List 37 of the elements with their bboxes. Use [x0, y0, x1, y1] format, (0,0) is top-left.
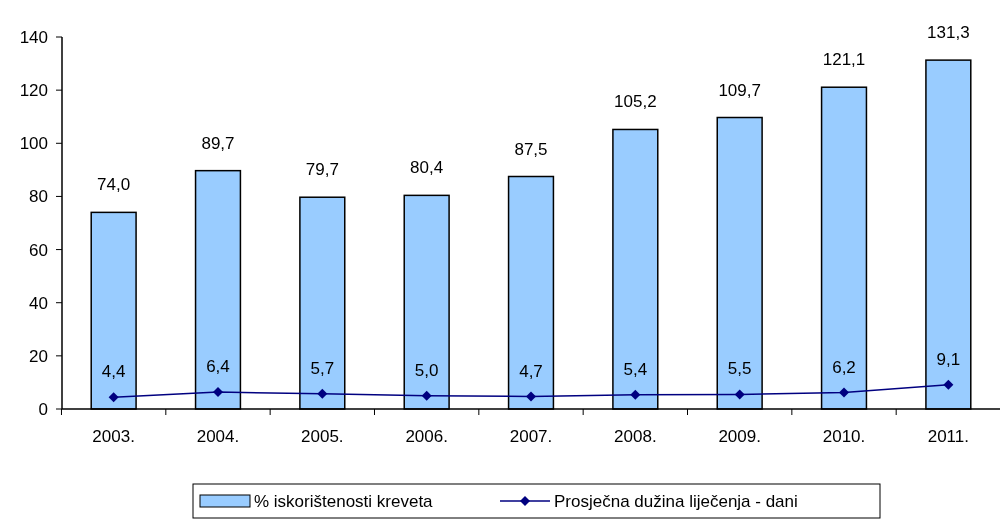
- y-tick-label: 20: [29, 346, 48, 366]
- data-label: 105,2: [614, 92, 657, 112]
- data-label: 80,4: [410, 158, 444, 178]
- data-label: 6,4: [206, 356, 230, 376]
- y-tick-label: 80: [29, 187, 48, 207]
- data-label: 4,7: [519, 361, 543, 381]
- x-tick-label: 2009.: [718, 427, 761, 446]
- x-tick-label: 2010.: [822, 427, 866, 446]
- data-label: 79,7: [305, 160, 339, 180]
- y-tick-label: 140: [19, 27, 48, 47]
- y-tick-label: 100: [19, 134, 48, 154]
- data-label: 4,4: [101, 362, 126, 382]
- data-label: 131,3: [927, 23, 970, 43]
- x-tick-label: 2008.: [614, 427, 657, 446]
- data-label: 6,2: [832, 357, 856, 377]
- x-tick-label: 2006.: [405, 427, 448, 446]
- y-tick-label: 0: [38, 399, 48, 419]
- y-tick-label: 120: [19, 81, 48, 101]
- data-label: 5,5: [727, 359, 752, 379]
- data-label: 74,0: [97, 175, 131, 195]
- y-tick-label: 40: [29, 293, 48, 313]
- data-label: 9,1: [936, 349, 961, 369]
- x-tick-label: 2007.: [509, 427, 553, 446]
- x-tick-label: 2003.: [92, 427, 135, 446]
- y-tick-label: 60: [29, 240, 48, 260]
- x-tick-label: 2004.: [196, 427, 240, 446]
- x-tick-label: 2005.: [301, 427, 344, 446]
- data-label: 89,7: [201, 133, 235, 153]
- data-label: 109,7: [718, 80, 761, 100]
- legend-label: Prosječna dužina liječenja - dani: [554, 491, 798, 511]
- data-label: 5,4: [623, 359, 648, 379]
- legend-label: % iskorištenosti kreveta: [254, 491, 434, 511]
- data-label: 87,5: [514, 139, 548, 159]
- data-label: 121,1: [822, 50, 866, 70]
- x-tick-label: 2011.: [927, 427, 969, 446]
- data-label: 5,0: [414, 360, 439, 380]
- data-label: 5,7: [310, 358, 335, 378]
